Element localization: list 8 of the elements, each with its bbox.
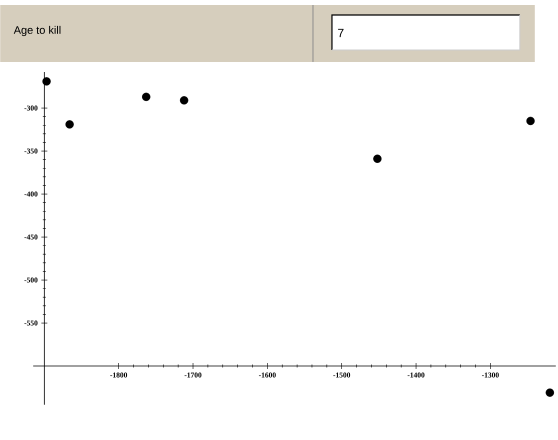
point xyxy=(42,77,51,86)
text: Age to kill xyxy=(14,26,60,36)
point xyxy=(373,154,382,164)
point xyxy=(142,92,150,102)
point xyxy=(180,96,188,105)
point xyxy=(526,116,535,126)
text: 7 xyxy=(338,29,344,38)
point xyxy=(65,120,74,129)
